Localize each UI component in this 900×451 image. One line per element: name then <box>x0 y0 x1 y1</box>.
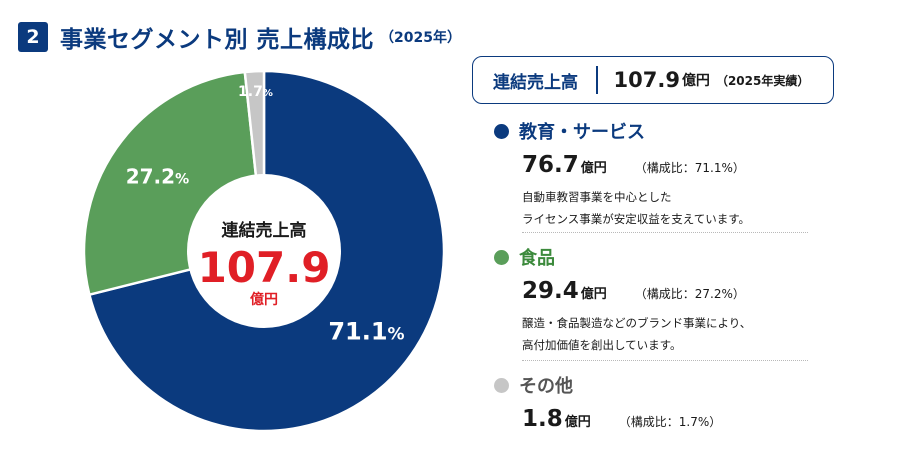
segment-food: 食品 29.4 億円 （構成比：27.2%） 醸造・食品製造などのブランド事業に… <box>494 244 814 356</box>
segment-color-dot <box>494 123 509 139</box>
slice-label-food: 27.2% <box>126 165 189 189</box>
segment-description-line: 自動車教習事業を中心とした <box>522 190 672 204</box>
segment-description-line: 醸造・食品製造などのブランド事業により、 <box>522 316 752 330</box>
segment-name: 食品 <box>519 248 555 269</box>
segment-description-line: ライセンス事業が安定収益を支えています。 <box>522 212 751 226</box>
total-separator <box>596 66 598 94</box>
segment-ratio: （構成比：27.2%） <box>634 287 745 301</box>
total-note: （2025年実績） <box>715 73 810 88</box>
center-label: 連結売上高 <box>222 220 307 241</box>
segment-color-dot <box>494 377 509 393</box>
segment-description: 醸造・食品製造などのブランド事業により、 高付加価値を創出しています。 <box>522 312 814 356</box>
center-value: 107.9 <box>198 243 331 292</box>
slice-label-other: 1.7% <box>238 84 273 100</box>
segment-unit: 億円 <box>580 161 607 176</box>
segment-unit: 億円 <box>580 287 607 302</box>
segment-name: 教育・サービス <box>519 122 645 143</box>
segment-unit: 億円 <box>564 415 591 430</box>
segment-other: その他 1.8 億円 （構成比：1.7%） <box>494 372 814 432</box>
total-unit: 億円 <box>681 73 710 89</box>
segment-name: その他 <box>519 376 573 397</box>
segment-description: 自動車教習事業を中心とした ライセンス事業が安定収益を支えています。 <box>522 186 814 230</box>
divider <box>522 232 808 233</box>
section-header: 2 事業セグメント別 売上構成比 （2025年） <box>18 20 461 54</box>
segment-amount: 29.4 <box>522 278 579 304</box>
title-year: （2025年） <box>380 30 461 46</box>
segment-ratio: （構成比：1.7%） <box>618 415 722 429</box>
divider <box>522 360 808 361</box>
center-unit: 億円 <box>250 291 278 308</box>
segment-amount: 1.8 <box>522 406 563 432</box>
total-value: 107.9 <box>613 68 680 92</box>
segment-description-line: 高付加価値を創出しています。 <box>522 338 682 352</box>
segment-color-dot <box>494 249 509 265</box>
section-number-badge: 2 <box>18 22 48 52</box>
donut-hole <box>187 174 341 328</box>
donut-chart: 連結売上高 107.9 億円 71.1% 27.2% 1.7% <box>82 69 446 433</box>
segment-amount: 76.7 <box>522 152 579 178</box>
page-title: 事業セグメント別 売上構成比 <box>60 27 375 53</box>
consolidated-sales-box: 連結売上高 107.9 億円 （2025年実績） <box>472 56 834 104</box>
segment-education: 教育・サービス 76.7 億円 （構成比：71.1%） 自動車教習事業を中心とし… <box>494 118 814 230</box>
total-label: 連結売上高 <box>493 72 578 93</box>
slice-label-education: 71.1% <box>328 317 404 345</box>
segment-ratio: （構成比：71.1%） <box>634 161 745 175</box>
